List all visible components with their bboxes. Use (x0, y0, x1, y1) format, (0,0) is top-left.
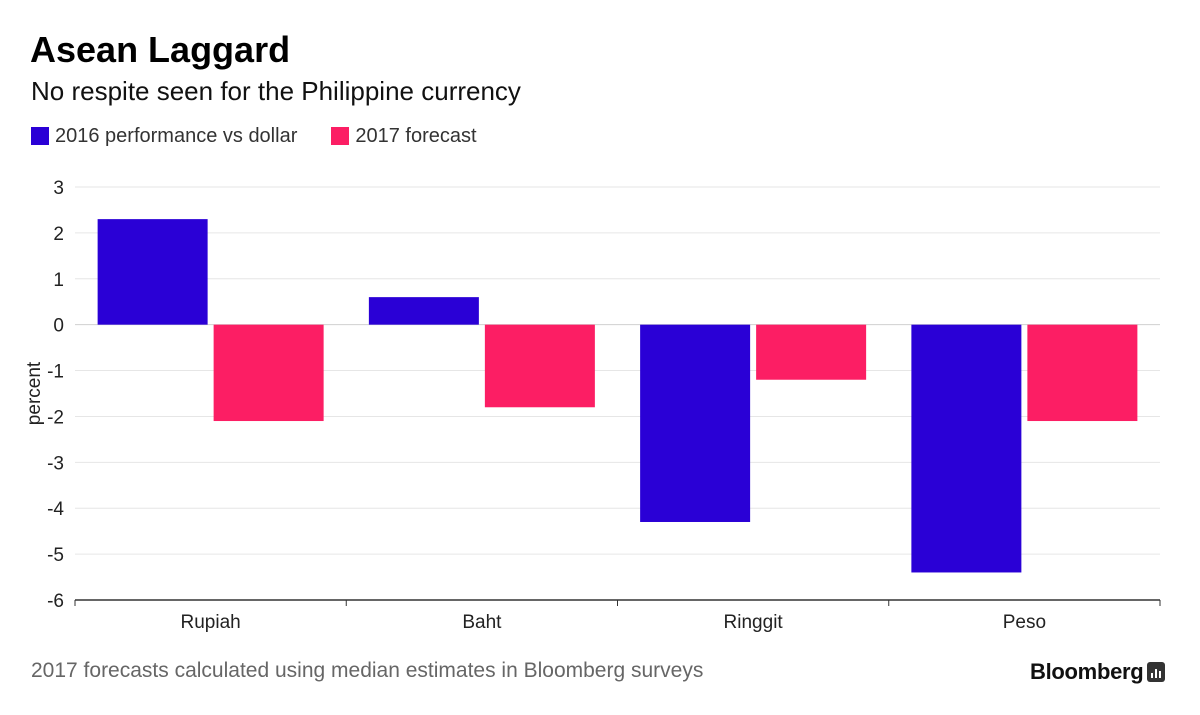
y-tick-label: 3 (53, 178, 64, 199)
y-tick-label: -1 (47, 362, 64, 383)
bar-ringgit-series-2 (756, 324, 867, 380)
x-tick-label: Ringgit (724, 612, 784, 633)
legend-item-2016: 2016 performance vs dollar (31, 125, 297, 148)
brand-name: Bloomberg (1030, 659, 1144, 684)
y-tick-label: -2 (47, 407, 64, 428)
footer-note: 2017 forecasts calculated using median e… (31, 659, 704, 682)
bar-baht-series-2 (484, 324, 595, 408)
y-tick-label: -3 (47, 453, 64, 474)
x-tick-label: Baht (462, 612, 502, 633)
y-tick-label: -4 (47, 499, 64, 520)
y-tick-label: -6 (47, 591, 64, 612)
bar-rupiah-series-1 (97, 219, 208, 325)
bar-rupiah-series-2 (213, 324, 324, 422)
bar-peso-series-1 (911, 324, 1022, 573)
legend: 2016 performance vs dollar 2017 forecast (31, 124, 511, 148)
x-tick-label: Peso (1003, 612, 1046, 633)
chart-title: Asean Laggard (30, 29, 291, 70)
bloomberg-terminal-icon (1147, 662, 1166, 682)
bloomberg-logo: Bloomberg (1030, 657, 1166, 687)
y-tick-label: 1 (53, 270, 64, 291)
chart-subtitle: No respite seen for the Philippine curre… (31, 76, 521, 106)
legend-swatch-2017 (331, 127, 350, 145)
x-tick-label: Rupiah (181, 612, 241, 633)
bar-baht-series-1 (368, 297, 479, 325)
bar-ringgit-series-1 (640, 324, 751, 522)
legend-item-2017: 2017 forecast (331, 124, 477, 148)
y-axis-label: percent (24, 361, 45, 425)
legend-label-2016: 2016 performance vs dollar (55, 124, 298, 147)
y-tick-label: -5 (47, 545, 64, 566)
legend-label-2017: 2017 forecast (355, 124, 477, 147)
y-tick-label: 0 (53, 316, 64, 337)
y-tick-label: 2 (53, 224, 64, 245)
legend-swatch-2016 (31, 127, 49, 145)
bar-peso-series-2 (1027, 324, 1138, 422)
